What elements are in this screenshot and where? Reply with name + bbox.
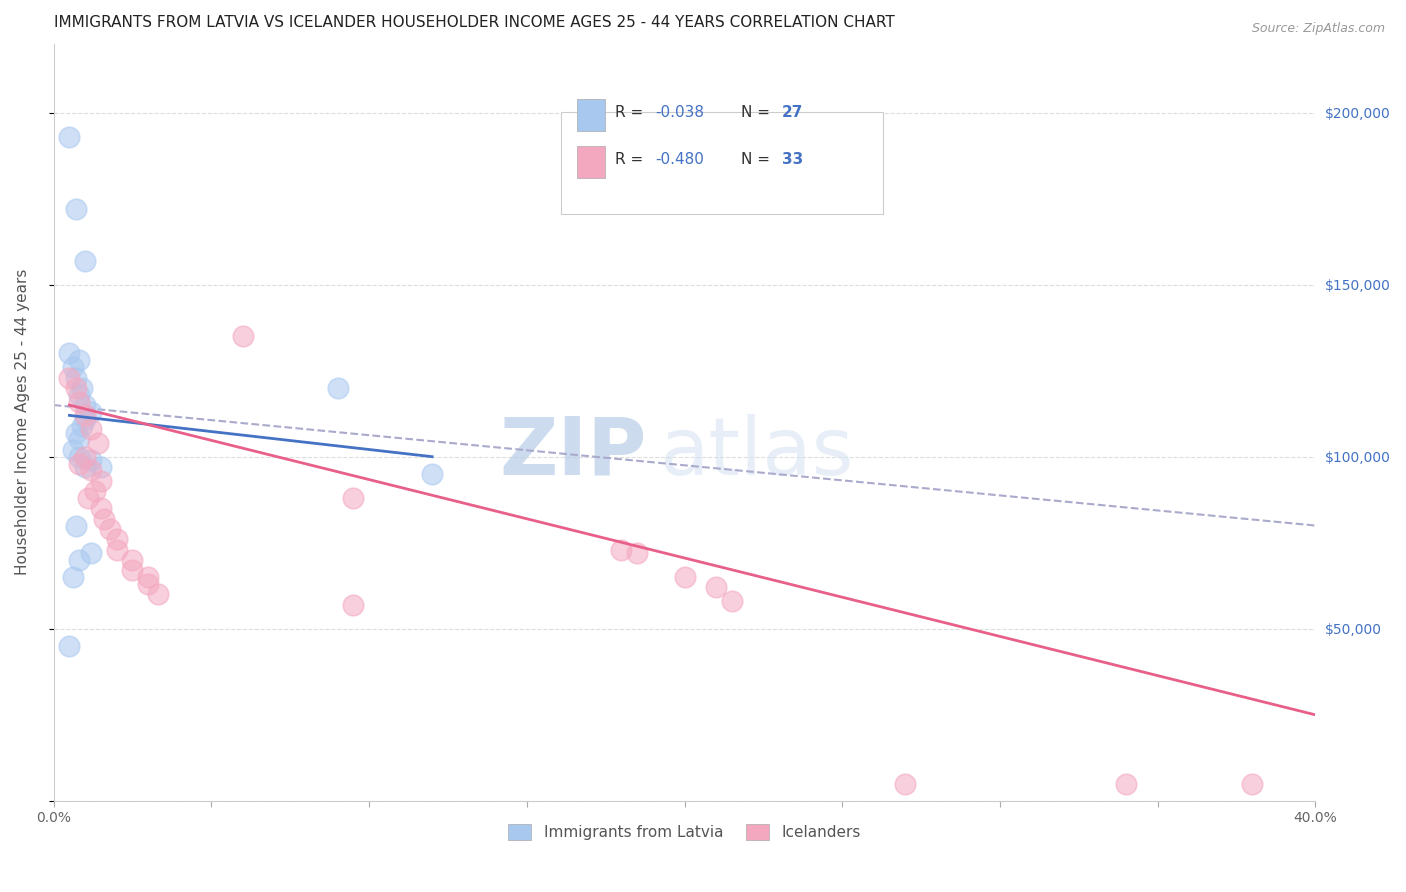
Text: R =: R = [614,105,648,120]
Point [67,450,90,464]
FancyBboxPatch shape [578,99,605,131]
Point [326,381,349,395]
Point [100,522,122,536]
Text: -0.480: -0.480 [655,152,704,167]
Point [67,553,90,567]
Point [420,467,443,481]
Text: N =: N = [741,105,775,120]
Point [75,460,97,475]
Point [58,129,80,144]
Point [70,381,93,395]
Point [77,491,100,505]
Text: atlas: atlas [659,414,853,491]
Point [1115,777,1137,791]
Point [704,581,727,595]
Point [90,501,112,516]
Point [75,253,97,268]
Point [610,542,633,557]
Point [67,394,90,409]
Legend: Immigrants from Latvia, Icelanders: Immigrants from Latvia, Icelanders [502,818,866,847]
Point [80,453,103,467]
Point [58,370,80,384]
Point [75,412,97,426]
Text: Source: ZipAtlas.com: Source: ZipAtlas.com [1251,22,1385,36]
Text: ZIP: ZIP [499,414,647,491]
Point [62,442,84,457]
Point [673,570,696,584]
Point [146,587,169,601]
Point [62,360,84,375]
Point [65,370,87,384]
Point [65,425,87,440]
Point [80,546,103,560]
FancyBboxPatch shape [578,146,605,178]
Text: 27: 27 [782,105,803,120]
Point [1241,777,1264,791]
Point [58,639,80,653]
Point [93,511,115,525]
Point [83,484,105,499]
Point [67,457,90,471]
Text: IMMIGRANTS FROM LATVIA VS ICELANDER HOUSEHOLDER INCOME AGES 25 - 44 YEARS CORREL: IMMIGRANTS FROM LATVIA VS ICELANDER HOUS… [53,15,894,30]
Point [105,533,128,547]
Point [136,577,159,591]
Point [232,329,254,343]
Text: -0.038: -0.038 [655,105,704,120]
Point [75,398,97,412]
Point [121,553,143,567]
Text: N =: N = [741,152,775,167]
Point [80,405,103,419]
Point [80,463,103,477]
Point [62,570,84,584]
Point [105,542,128,557]
Y-axis label: Householder Income Ages 25 - 44 years: Householder Income Ages 25 - 44 years [15,269,30,575]
Point [65,202,87,216]
Point [136,570,159,584]
Point [90,460,112,475]
Point [80,422,103,436]
Point [70,418,93,433]
Point [90,474,112,488]
Point [67,433,90,447]
Point [342,491,364,505]
Point [626,546,648,560]
Point [65,381,87,395]
FancyBboxPatch shape [561,112,883,214]
Point [894,777,917,791]
Point [65,518,87,533]
Point [342,598,364,612]
Point [75,450,97,464]
Point [75,409,97,423]
Point [58,346,80,360]
Point [121,563,143,577]
Text: R =: R = [614,152,648,167]
Text: 33: 33 [782,152,803,167]
Point [67,353,90,368]
Point [721,594,744,608]
Point [67,388,90,402]
Point [87,436,110,450]
